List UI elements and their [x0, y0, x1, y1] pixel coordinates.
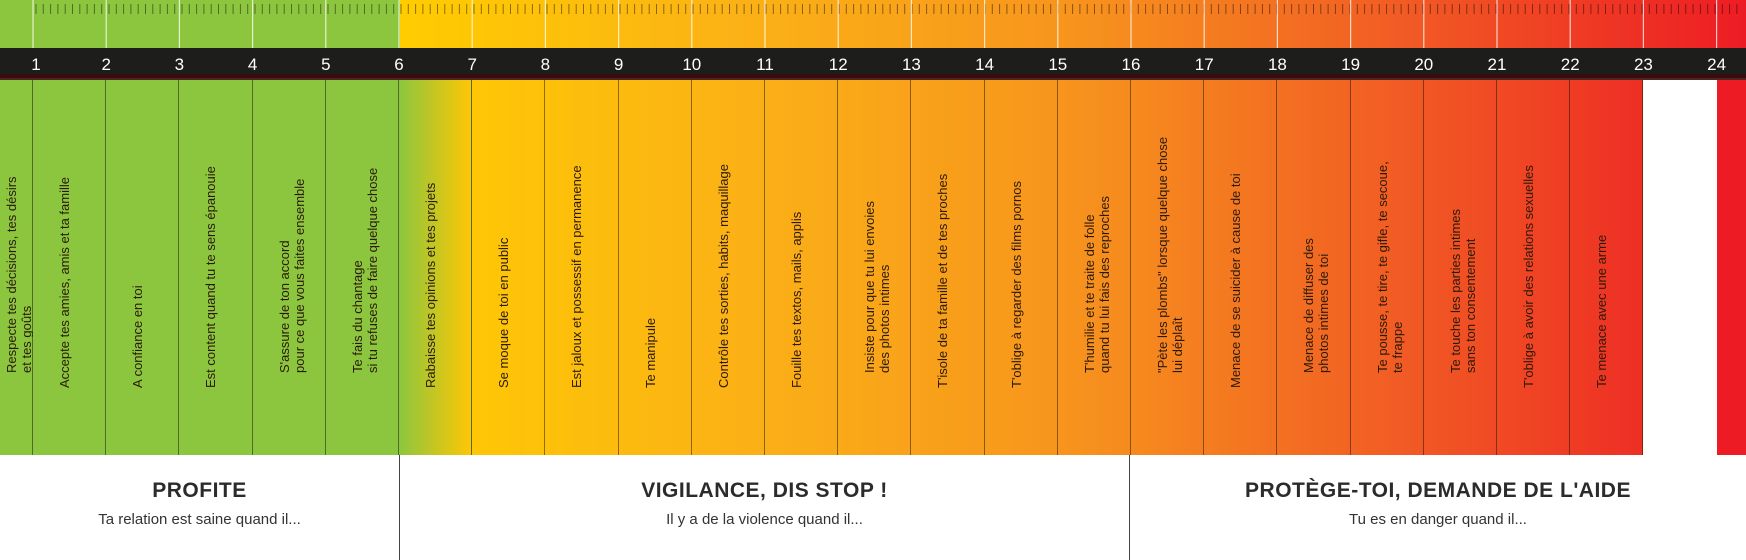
column-text: Menace de diffuser des photos intimes de…: [1301, 238, 1332, 373]
scale-column: T'oblige à avoir des relations sexuelles: [1497, 80, 1571, 455]
ruler-number: 24: [1707, 55, 1726, 74]
ruler-number: 9: [614, 55, 623, 74]
section-profite: PROFITE Ta relation est saine quand il..…: [0, 455, 400, 560]
column-text: Rabaisse tes opinions et tes projets: [423, 182, 439, 388]
scale-column: Contrôle tes sorties, habits, maquillage: [691, 80, 765, 455]
column-text: T'isole de ta famille et de tes proches: [935, 173, 951, 388]
scale-column: A confiance en toi: [106, 80, 180, 455]
column-text: Est content quand tu te sens épanouie: [203, 166, 219, 388]
ruler-number: 18: [1268, 55, 1287, 74]
section-subtitle: Il y a de la violence quand il...: [666, 511, 863, 528]
ruler-number: 22: [1561, 55, 1580, 74]
ruler-number: 16: [1122, 55, 1141, 74]
scale-column: Accepte tes amies, amis et ta famille: [33, 80, 107, 455]
column-text: Te menace avec une arme: [1594, 234, 1610, 388]
ruler-gradient-band: [400, 0, 1746, 48]
ruler-number: 6: [394, 55, 403, 74]
column-text: Menace de se suicider à cause de toi: [1228, 173, 1244, 388]
column-area: Respecte tes décisions, tes désirs et te…: [0, 80, 1746, 455]
scale-column: T'humilie et te traite de folle quand tu…: [1057, 80, 1131, 455]
scale-column: T'isole de ta famille et de tes proches: [911, 80, 985, 455]
ruler-number: 21: [1488, 55, 1507, 74]
ruler-number: 5: [321, 55, 330, 74]
column-text: T'oblige à regarder des films pornos: [1008, 181, 1024, 388]
section-protege-toi: PROTÈGE-TOI, DEMANDE DE L'AIDE Tu es en …: [1130, 455, 1746, 560]
scale-column: Te fais du chantage si tu refuses de fai…: [325, 80, 399, 455]
scale-column: "Pète les plombs" lorsque quelque chose …: [1131, 80, 1205, 455]
column-text: Est jaloux et possessif en permanence: [569, 165, 585, 388]
ruler-number: 12: [829, 55, 848, 74]
scale-column: Rabaisse tes opinions et tes projets: [399, 80, 473, 455]
column-text: Te manipule: [642, 317, 658, 388]
scale-tail: [1716, 80, 1746, 455]
section-vigilance: VIGILANCE, DIS STOP ! Il y a de la viole…: [400, 455, 1130, 560]
scale-column: Fouille tes textos, mails, applis: [765, 80, 839, 455]
column-text: Te fais du chantage si tu refuses de fai…: [349, 167, 380, 373]
scale-column: Te menace avec une arme: [1570, 80, 1644, 455]
scale-column: T'oblige à regarder des films pornos: [984, 80, 1058, 455]
column-text: Contrôle tes sorties, habits, maquillage: [715, 163, 731, 388]
ruler-number: 2: [101, 55, 110, 74]
ruler: 1 2 3 4 5 6 7 8 9 10 11 12 13 14 15 16 17 18 19 20 21 22 23 24: [0, 0, 1746, 80]
column-text: T'oblige à avoir des relations sexuelles: [1521, 165, 1537, 388]
ruler-number: 11: [756, 55, 774, 74]
column-text: T'humilie et te traite de folle quand tu…: [1081, 195, 1112, 373]
ruler-number: 7: [467, 55, 476, 74]
column-text: Accepte tes amies, amis et ta famille: [57, 177, 73, 388]
scale-column: Te manipule: [618, 80, 692, 455]
section-title: PROFITE: [152, 479, 247, 502]
scale-column: S'assure de ton accord pour ce que vous …: [252, 80, 326, 455]
scale-column: Menace de se suicider à cause de toi: [1204, 80, 1278, 455]
ruler-shadow: [0, 74, 1746, 80]
scale-column: Est jaloux et possessif en permanence: [545, 80, 619, 455]
column-text: Te pousse, te tire, te gifle, te secoue,…: [1374, 161, 1405, 373]
ruler-number: 13: [902, 55, 921, 74]
ruler-number: 23: [1634, 55, 1653, 74]
column-text: Respecte tes décisions, tes désirs et te…: [4, 176, 34, 373]
section-subtitle: Tu es en danger quand il...: [1349, 511, 1527, 528]
scale-column: Respecte tes décisions, tes désirs et te…: [0, 80, 34, 455]
scale-column: Menace de diffuser des photos intimes de…: [1277, 80, 1351, 455]
column-text: Se moque de toi en public: [496, 237, 512, 388]
section-title: PROTÈGE-TOI, DEMANDE DE L'AIDE: [1245, 479, 1631, 502]
scale-column: Insiste pour que tu lui envoies des phot…: [838, 80, 912, 455]
ruler-number: 20: [1414, 55, 1433, 74]
ruler-number: 19: [1341, 55, 1360, 74]
ruler-number: 15: [1048, 55, 1067, 74]
ruler-dark-band: [0, 48, 1746, 78]
column-text: Fouille tes textos, mails, applis: [789, 211, 805, 388]
ruler-number: 14: [975, 55, 994, 74]
ruler-number: 17: [1195, 55, 1214, 74]
ruler-number: 8: [541, 55, 550, 74]
section-subtitle: Ta relation est saine quand il...: [98, 511, 301, 528]
section-title: VIGILANCE, DIS STOP !: [641, 479, 888, 502]
ruler-number: 4: [248, 55, 257, 74]
scale-column: Se moque de toi en public: [472, 80, 546, 455]
column-text: Insiste pour que tu lui envoies des phot…: [862, 201, 893, 373]
scale-column: Te pousse, te tire, te gifle, te secoue,…: [1350, 80, 1424, 455]
ruler-number: 10: [682, 55, 701, 74]
ruler-number: 3: [175, 55, 184, 74]
column-text: S'assure de ton accord pour ce que vous …: [276, 178, 307, 373]
ruler-green-band: [0, 0, 400, 48]
scale-column: Est content quand tu te sens épanouie: [179, 80, 253, 455]
column-text: Te touche les parties intimes sans ton c…: [1447, 208, 1478, 373]
column-text: A confiance en toi: [130, 285, 146, 388]
column-text: "Pète les plombs" lorsque quelque chose …: [1155, 136, 1186, 373]
ruler-number: 1: [31, 55, 40, 74]
scale-column: Te touche les parties intimes sans ton c…: [1423, 80, 1497, 455]
